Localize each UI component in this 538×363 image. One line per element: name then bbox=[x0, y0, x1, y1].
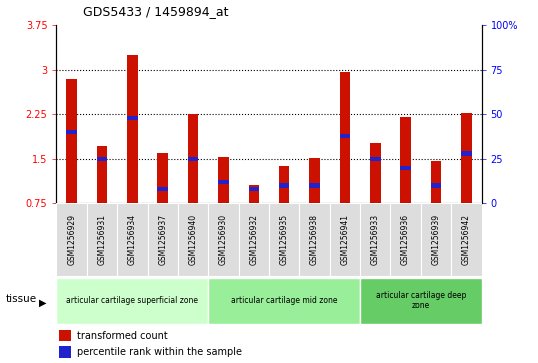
Text: tissue: tissue bbox=[5, 294, 37, 305]
Bar bbox=[360, 278, 482, 324]
Bar bbox=[339, 134, 350, 138]
Bar bbox=[461, 113, 472, 203]
Bar bbox=[87, 203, 117, 276]
Bar bbox=[339, 72, 350, 203]
Bar bbox=[66, 130, 77, 134]
Bar bbox=[400, 166, 411, 170]
Bar bbox=[430, 183, 441, 188]
Text: percentile rank within the sample: percentile rank within the sample bbox=[77, 347, 242, 357]
Text: GSM1256935: GSM1256935 bbox=[280, 214, 289, 265]
Text: GSM1256936: GSM1256936 bbox=[401, 214, 410, 265]
Bar bbox=[188, 114, 199, 203]
Bar bbox=[299, 203, 330, 276]
Text: GSM1256939: GSM1256939 bbox=[431, 214, 441, 265]
Text: GSM1256931: GSM1256931 bbox=[97, 214, 107, 265]
Bar bbox=[421, 203, 451, 276]
Bar bbox=[60, 330, 72, 341]
Text: articular cartilage superficial zone: articular cartilage superficial zone bbox=[66, 296, 199, 305]
Bar bbox=[360, 203, 391, 276]
Text: GSM1256933: GSM1256933 bbox=[371, 214, 380, 265]
Text: GSM1256932: GSM1256932 bbox=[249, 214, 258, 265]
Bar bbox=[127, 55, 138, 203]
Bar bbox=[279, 183, 289, 188]
Text: GSM1256930: GSM1256930 bbox=[219, 214, 228, 265]
Bar bbox=[60, 346, 72, 358]
Bar bbox=[56, 278, 208, 324]
Bar bbox=[97, 157, 108, 161]
Bar bbox=[430, 161, 441, 203]
Bar bbox=[188, 157, 199, 161]
Bar bbox=[117, 203, 147, 276]
Bar bbox=[66, 79, 77, 203]
Text: transformed count: transformed count bbox=[77, 331, 168, 341]
Text: ▶: ▶ bbox=[39, 298, 46, 308]
Bar bbox=[97, 146, 108, 203]
Text: articular cartilage deep
zone: articular cartilage deep zone bbox=[376, 290, 466, 310]
Text: GSM1256934: GSM1256934 bbox=[128, 214, 137, 265]
Bar bbox=[208, 203, 239, 276]
Bar bbox=[249, 187, 259, 191]
Bar bbox=[249, 185, 259, 203]
Bar bbox=[370, 143, 380, 203]
Bar bbox=[269, 203, 299, 276]
Text: GSM1256941: GSM1256941 bbox=[341, 214, 349, 265]
Bar bbox=[147, 203, 178, 276]
Bar bbox=[330, 203, 360, 276]
Bar bbox=[461, 151, 472, 156]
Text: GSM1256938: GSM1256938 bbox=[310, 214, 319, 265]
Text: GSM1256929: GSM1256929 bbox=[67, 214, 76, 265]
Text: GDS5433 / 1459894_at: GDS5433 / 1459894_at bbox=[83, 5, 229, 18]
Text: GSM1256940: GSM1256940 bbox=[189, 214, 197, 265]
Bar bbox=[239, 203, 269, 276]
Bar bbox=[218, 157, 229, 203]
Bar bbox=[56, 203, 87, 276]
Bar bbox=[309, 158, 320, 203]
Bar bbox=[218, 180, 229, 184]
Text: GSM1256937: GSM1256937 bbox=[158, 214, 167, 265]
Bar bbox=[370, 157, 380, 161]
Bar bbox=[208, 278, 360, 324]
Bar bbox=[158, 153, 168, 203]
Bar bbox=[158, 187, 168, 191]
Bar bbox=[391, 203, 421, 276]
Bar bbox=[309, 183, 320, 188]
Bar bbox=[127, 116, 138, 120]
Bar bbox=[279, 166, 289, 203]
Bar bbox=[451, 203, 482, 276]
Text: articular cartilage mid zone: articular cartilage mid zone bbox=[231, 296, 337, 305]
Text: GSM1256942: GSM1256942 bbox=[462, 214, 471, 265]
Bar bbox=[178, 203, 208, 276]
Bar bbox=[400, 117, 411, 203]
